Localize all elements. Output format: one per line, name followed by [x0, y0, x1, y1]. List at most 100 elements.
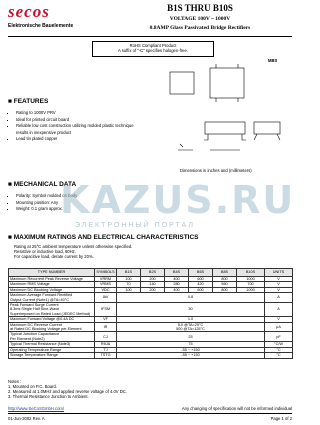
header-cell: TYPE NUMBER: [8, 268, 95, 277]
table-row: Operating Temperature Range TJ -55 ~ +150 °…: [8, 346, 293, 354]
header-cell: UNITS: [264, 268, 293, 277]
table-cell: -55 ~ +150: [116, 352, 265, 359]
package-drawing: [169, 64, 281, 151]
table-row: Maximum DC Reverse Current at Rated DC Bl…: [8, 321, 293, 333]
cell-line: 500 @TA=125°C: [176, 327, 205, 332]
rohs-box: RoHS Compliant Product A suffix of "-C" …: [92, 41, 214, 57]
table-row: Storage Temperature Range TSTG -55 ~ +150 °…: [8, 352, 293, 359]
date: 01-Jun-2002 Rev. A: [8, 416, 45, 421]
rating-note: Resistive or inductive load, 60Hz.: [14, 249, 76, 254]
table-cell: °C: [264, 352, 293, 359]
voltage: VOLTAGE 100V ~ 1000V: [169, 16, 231, 22]
page-number: Page 1 of 2: [270, 416, 292, 421]
header-row: TYPE NUMBER SYMBOLS B1S B2S B4S B6S B8S B10S UNI…: [8, 268, 293, 277]
table-row: Typical Thermal Resistance (Note3) RθJA 75…: [8, 341, 293, 348]
section-title: ■ FEATURES: [8, 98, 49, 105]
section-title-text: MAXIMUM RATINGS AND ELECTRICAL CHARACTER…: [13, 234, 199, 241]
ratings-table: TYPE NUMBER SYMBOLS B1S B2S B4S B6S B8S B10S UNI…: [8, 268, 293, 359]
note-item: 1. Mounted on P.C. Board.: [8, 384, 58, 389]
table-cell: 5.0 @TA=25°C 500 @TA=125°C: [116, 321, 265, 333]
table-cell: °C: [264, 346, 293, 354]
footer-rule: [8, 413, 292, 414]
table-cell: V: [264, 286, 293, 294]
table-cell: Storage Temperature Range: [8, 352, 95, 359]
note-item: 3. Thermal Resistance Junction to Ambien…: [8, 394, 89, 399]
table-cell: Peak Forward Surge Current 8.3ms Single H…: [8, 302, 95, 318]
feature-item: Ideal for printed circuit board: [16, 117, 143, 124]
table-cell: V: [264, 281, 293, 288]
table-cell: IAV: [94, 292, 117, 304]
table-cell: 30: [116, 302, 265, 318]
feature-item: Rating to 1000V PRV: [16, 110, 143, 117]
rohs-line: RoHS Compliant Product: [129, 43, 177, 48]
watermark: KAZUS.RU: [60, 178, 296, 222]
part-title: B1S THRU B10S: [167, 3, 233, 13]
table-cell: A: [264, 292, 293, 304]
table-cell: 0.8: [116, 292, 265, 304]
watermark-sub: ЭЛЕКТРОННЫЙ ПОРТАЛ: [75, 222, 195, 229]
table-row: Typical Junction Capacitance Per Element …: [8, 331, 293, 343]
rating-note: Rating at 25°C ambient temperature unles…: [14, 244, 133, 249]
table-cell: Maximum DC Reverse Current at Rated DC Bl…: [8, 321, 95, 333]
ratings-table-wrap: TYPE NUMBER SYMBOLS B1S B2S B4S B6S B8S B10S UNI…: [8, 268, 293, 359]
notes: Notes : 1. Mounted on P.C. Board. 2. Meas…: [8, 379, 127, 399]
header-cell: B8S: [212, 268, 237, 277]
header-cell: B4S: [164, 268, 189, 277]
table-row: Peak Forward Surge Current 8.3ms Single H…: [8, 302, 293, 318]
description: 0.8AMP Glass Passivated Bridge Rectifier…: [149, 25, 251, 31]
feature-item: Lead tin plated copper: [16, 136, 143, 143]
table-cell: μA: [264, 321, 293, 333]
header-cell: SYMBOLS: [94, 268, 117, 277]
table-cell: TSTG: [94, 352, 117, 359]
section-title-text: FEATURES: [13, 98, 49, 105]
section-title-text: MECHANICAL DATA: [13, 181, 77, 188]
table-cell: IFSM: [94, 302, 117, 318]
table-cell: IR: [94, 321, 117, 333]
table-cell: Maximum Recurrent Peak Reverse Voltage: [8, 275, 95, 283]
table-row: Maximum Forward Voltage @0.4A DC VF 1.0 V: [8, 316, 293, 323]
url: http://www.SeCoSGmbH.com/: [8, 406, 65, 411]
table-cell: A: [264, 302, 293, 318]
list: Polarity: Symbol molded on bodyMounting …: [8, 193, 143, 213]
list: Rating to 1000V PRVIdeal for printed cir…: [8, 110, 143, 143]
table-row: Maximum Recurrent Peak Reverse Voltage VR…: [8, 275, 293, 283]
table-cell: V: [264, 275, 293, 283]
table-row: Maximum Average Forward Rectified Output …: [8, 292, 293, 304]
table-cell: pF: [264, 331, 293, 343]
rating-notes: Rating at 25°C ambient temperature unles…: [14, 244, 132, 259]
table-row: Maximum DC Blocking Voltage VDC 100 200 400 6…: [8, 286, 293, 294]
mechanical-item: Weight: 0.1 gram approx.: [16, 206, 143, 213]
disclaimer: Any changing of specification will not b…: [181, 406, 292, 411]
table-cell: Maximum Average Forward Rectified Output …: [8, 292, 95, 304]
note-item: 2. Measured at 1.0MHz and applied revers…: [8, 389, 127, 394]
rating-note: For capacitive load, derate current by 2…: [14, 254, 94, 259]
header-cell: B2S: [140, 268, 165, 277]
cell-line: at Rated DC Blocking Voltage per Element: [10, 327, 82, 332]
cell-line: 5.0 @TA=25°C: [177, 322, 204, 327]
mechanical-item: Mounting position: Any: [16, 200, 143, 207]
rohs-line: A suffix of "-C" specifies halogen-free.: [118, 48, 188, 53]
logo: secos: [8, 2, 50, 21]
dimension-note: Dimensions in inches and (millimeters): [180, 168, 252, 173]
section-title: ■ MECHANICAL DATA: [8, 181, 77, 188]
header-rule: [8, 36, 292, 37]
cell-line: Maximum Average Forward Rectified: [10, 293, 73, 298]
header-cell: B10S: [236, 268, 265, 277]
header-cell: B1S: [116, 268, 141, 277]
cell-line: Peak Forward Surge Current: [10, 303, 59, 308]
table-cell: CJ: [94, 331, 117, 343]
table-cell: V: [264, 316, 293, 323]
datasheet-page: secos Elektronische Bauelemente B1S THRU…: [0, 0, 300, 425]
feature-item: Reliable low cost construction utilizing…: [16, 123, 143, 136]
cell-line: Output Current (Note1) @TA=40°C: [10, 297, 70, 302]
mechanical-item: Polarity: Symbol molded on body: [16, 193, 143, 200]
cell-line: 8.3ms Single Half Sine-Wave: [10, 307, 60, 312]
cell-line: Superimposed on Rated Load (JEDEC Method…: [10, 311, 91, 316]
mechanical-list: Polarity: Symbol molded on bodyMounting …: [8, 193, 143, 213]
cell-line: Typical Junction Capacitance: [10, 332, 60, 337]
header-cell: B6S: [188, 268, 213, 277]
table-cell: °C/W: [264, 341, 293, 348]
table-cell: 25: [116, 331, 265, 343]
table-cell: Typical Junction Capacitance Per Element …: [8, 331, 95, 343]
cell-line: Maximum DC Reverse Current: [10, 322, 62, 327]
